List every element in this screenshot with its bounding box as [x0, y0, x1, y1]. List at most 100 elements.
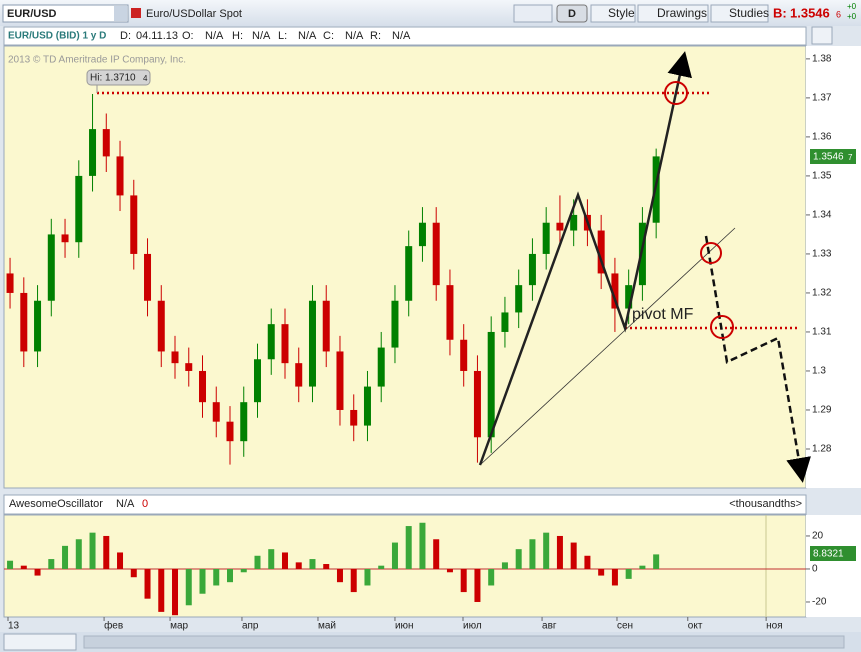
bar: [213, 568, 220, 586]
bar: [130, 568, 137, 578]
y-tick-label: 1.3: [812, 366, 826, 377]
tool-icons[interactable]: [513, 4, 553, 23]
zoom-buttons[interactable]: [3, 633, 77, 651]
x-tick-label: окт: [688, 621, 703, 632]
y-tick-label: 1.37: [812, 93, 832, 104]
period-button[interactable]: [556, 4, 588, 23]
bid: 1.3546: [790, 5, 830, 20]
bar: [639, 565, 646, 569]
candle-body: [267, 324, 275, 360]
candle-body: [102, 129, 110, 157]
candle-body: [473, 370, 481, 438]
bar: [309, 559, 316, 569]
x-tick-label: май: [318, 621, 336, 632]
icon: [131, 8, 141, 18]
field-label: H:: [232, 30, 243, 42]
y-tick-label: 1.38: [812, 54, 832, 65]
circle: [700, 242, 722, 264]
bar: [199, 568, 206, 594]
bar: [323, 564, 330, 569]
bar: [268, 549, 275, 569]
style-button[interactable]: [590, 4, 636, 23]
candle-body: [638, 222, 646, 286]
watermark: 2013 © TD Ameritrade IP Company, Inc.: [8, 55, 186, 66]
field-value: N/A: [205, 30, 224, 42]
x-tick-label: 13: [8, 621, 20, 632]
study-status: N/A: [116, 498, 135, 510]
bar: [254, 555, 261, 569]
candle-body: [89, 129, 97, 176]
study-header: [3, 494, 807, 515]
bar: [185, 568, 192, 606]
bar: [584, 555, 591, 569]
price-axis: [806, 46, 861, 488]
candle-body: [542, 222, 550, 254]
scrollbar[interactable]: [83, 635, 845, 649]
field-label: L:: [278, 30, 287, 42]
y-tick-label: 1.29: [812, 405, 832, 416]
bar: [48, 559, 55, 569]
hi-extra: 4: [143, 74, 148, 83]
candle-body: [212, 402, 220, 422]
studies-button[interactable]: [710, 4, 769, 23]
candle-body: [501, 312, 509, 332]
field-value: 04.11.13: [136, 30, 178, 42]
candle-body: [487, 331, 495, 438]
drawings-button[interactable]: [637, 4, 709, 23]
candle-body: [253, 359, 261, 403]
candle-body: [61, 234, 69, 243]
bar: [89, 532, 96, 569]
x-tick-label: ноя: [766, 621, 783, 632]
bar: [7, 560, 14, 569]
candle-body: [432, 222, 440, 286]
oscillator-axis: [806, 515, 861, 617]
bar: [158, 568, 165, 612]
candle-body: [391, 300, 399, 348]
field-label: D:: [120, 30, 131, 42]
plot-layer: 1.28 1.29 1.3 1.31 1.32 1.33 1.34 1.35 1.36 1.37 1…: [4, 54, 832, 632]
symbol-input[interactable]: [2, 4, 129, 23]
info-title: EUR/USD (BID) 1 y D: [8, 31, 106, 42]
bar: [240, 568, 247, 573]
bar: [172, 568, 179, 616]
candle-body: [363, 386, 371, 426]
candle-body: [446, 285, 454, 340]
candle-body: [308, 300, 316, 387]
pattern-line: [478, 51, 692, 466]
last-label: 1.3546: [813, 152, 844, 163]
info-bar: [3, 26, 807, 46]
bid-label: B:: [773, 5, 787, 20]
y-tick-label: 1.32: [812, 288, 832, 299]
bar: [117, 552, 124, 569]
candle-body: [336, 351, 344, 410]
bar: [570, 542, 577, 569]
candle-body: [322, 300, 330, 352]
candle-body: [75, 175, 83, 243]
study-flag: 0: [142, 498, 148, 510]
period: D: [568, 8, 576, 20]
candle-body: [20, 292, 28, 352]
dropdown[interactable]: [114, 6, 127, 21]
y-tick-label: -20: [812, 597, 827, 608]
candle-body: [625, 285, 633, 309]
bar: [653, 554, 660, 569]
bar: [433, 539, 440, 569]
bar: [20, 565, 27, 569]
bid-extra: 6: [836, 9, 841, 19]
settings-icon[interactable]: [811, 26, 833, 45]
study-units: <thousandths>: [729, 498, 802, 510]
hi-box: [86, 69, 151, 86]
candle-body: [157, 300, 165, 352]
candle-body: [6, 273, 14, 293]
button-label: Style: [608, 6, 635, 20]
candle-body: [597, 230, 605, 274]
field-value: N/A: [345, 30, 364, 42]
trend-line: [479, 227, 736, 466]
candle-body: [295, 363, 303, 387]
button-label: Drawings: [657, 6, 707, 20]
bar: [227, 568, 234, 583]
bar: [295, 562, 302, 569]
field-value: N/A: [252, 30, 271, 42]
